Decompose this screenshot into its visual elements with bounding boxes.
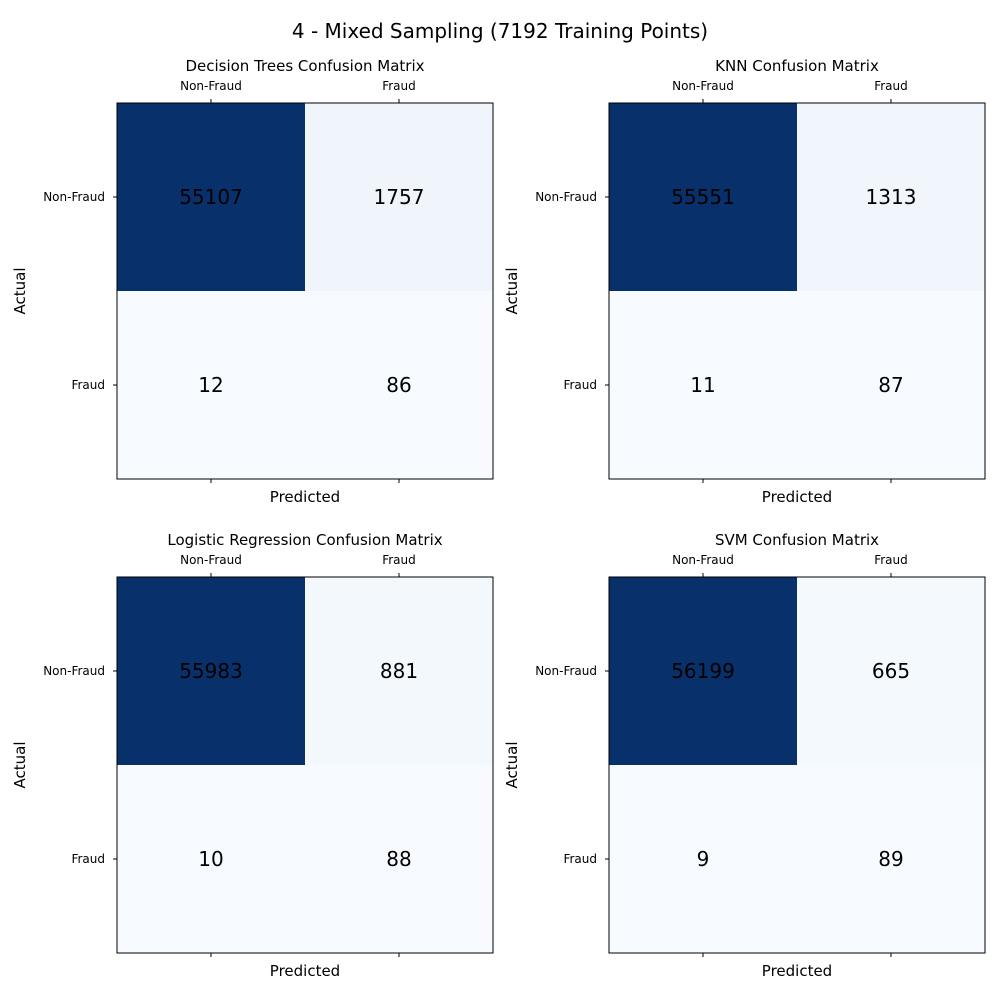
panel-title: Logistic Regression Confusion Matrix (167, 531, 442, 549)
x-axis-label: Predicted (270, 488, 340, 506)
cell-value-label: 88 (386, 847, 411, 871)
x-tick-label: Fraud (874, 79, 908, 93)
cell-value-label: 10 (198, 847, 223, 871)
axes-frame (608, 576, 986, 954)
cell-value-label: 55983 (179, 659, 243, 683)
matrix-cell (117, 577, 306, 766)
x-axis-label: Predicted (270, 962, 340, 980)
matrix-cell (797, 765, 986, 954)
panel-title: KNN Confusion Matrix (715, 57, 879, 75)
cell-value-label: 1313 (866, 185, 917, 209)
cell-value-label: 11 (690, 373, 715, 397)
y-axis-label: Actual (503, 742, 521, 789)
cell-value-label: 56199 (671, 659, 735, 683)
matrix-cell (305, 291, 494, 480)
matrix-cell (305, 765, 494, 954)
axes-frame (608, 102, 986, 480)
cell-value-label: 9 (697, 847, 710, 871)
cell-value-label: 86 (386, 373, 411, 397)
cell-value-label: 1757 (374, 185, 425, 209)
cell-value-label: 55551 (671, 185, 735, 209)
y-tick-label: Fraud (563, 378, 597, 392)
matrix-cell (609, 577, 798, 766)
x-axis-label: Predicted (762, 962, 832, 980)
x-tick-label: Non-Fraud (180, 79, 242, 93)
matrix-cell (117, 103, 306, 292)
x-tick-label: Fraud (874, 553, 908, 567)
matrix-cell (609, 765, 798, 954)
panel-title: Decision Trees Confusion Matrix (185, 57, 424, 75)
cell-value-label: 87 (878, 373, 903, 397)
cell-value-label: 12 (198, 373, 223, 397)
axes-frame (116, 102, 494, 480)
x-tick-label: Non-Fraud (672, 553, 734, 567)
y-tick-label: Fraud (71, 852, 105, 866)
y-tick-label: Fraud (563, 852, 597, 866)
y-tick-label: Non-Fraud (535, 190, 597, 204)
x-tick-label: Non-Fraud (180, 553, 242, 567)
y-axis-label: Actual (503, 268, 521, 315)
matrix-cell (117, 291, 306, 480)
y-tick-label: Fraud (71, 378, 105, 392)
matrix-cell (609, 291, 798, 480)
matrix-cell (609, 103, 798, 292)
matrix-cell (305, 577, 494, 766)
matrix-cell (305, 103, 494, 292)
y-tick-label: Non-Fraud (43, 664, 105, 678)
panel-2: 55983 881 10 88 Logistic Regression Confusio… (11, 531, 494, 980)
x-tick-label: Fraud (382, 553, 416, 567)
x-axis-label: Predicted (762, 488, 832, 506)
x-tick-label: Non-Fraud (672, 79, 734, 93)
y-axis-label: Actual (11, 268, 29, 315)
y-tick-label: Non-Fraud (43, 190, 105, 204)
y-axis-label: Actual (11, 742, 29, 789)
axes-frame (116, 576, 494, 954)
cell-value-label: 89 (878, 847, 903, 871)
y-tick-label: Non-Fraud (535, 664, 597, 678)
matrix-cell (117, 765, 306, 954)
matrix-cell (797, 577, 986, 766)
cell-value-label: 665 (872, 659, 910, 683)
panel-0: 55107 1757 12 86 Decision Trees Confusion Ma… (11, 57, 494, 506)
matrix-cell (797, 291, 986, 480)
panel-title: SVM Confusion Matrix (715, 531, 879, 549)
cell-value-label: 881 (380, 659, 418, 683)
panels: 55107 1757 12 86 Decision Trees Confusion Ma… (11, 57, 986, 980)
matrix-cell (797, 103, 986, 292)
panel-3: 56199 665 9 89 SVM Confusion Matrix Non-Fraud… (503, 531, 986, 980)
panel-1: 55551 1313 11 87 KNN Confusion Matrix Non-Fra… (503, 57, 986, 506)
figure-title: 4 - Mixed Sampling (7192 Training Points… (292, 19, 708, 43)
x-tick-label: Fraud (382, 79, 416, 93)
cell-value-label: 55107 (179, 185, 243, 209)
